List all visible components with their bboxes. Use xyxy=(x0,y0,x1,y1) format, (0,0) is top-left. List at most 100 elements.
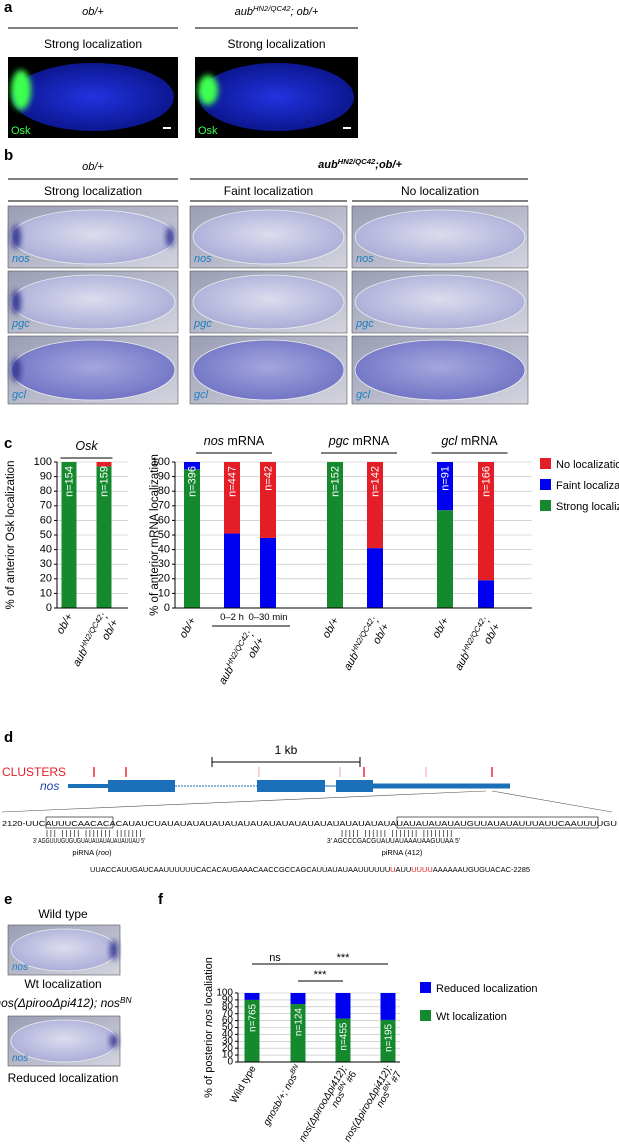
embryo xyxy=(354,339,526,401)
legend-label: Wt localization xyxy=(436,1011,507,1023)
bar-segment xyxy=(290,1004,306,1062)
sequence-segment: AUU xyxy=(396,865,412,874)
embryo xyxy=(10,209,176,265)
bar-segment xyxy=(367,462,383,549)
bar-segment xyxy=(61,462,77,608)
y-axis-label-part: localiation xyxy=(203,957,215,1009)
n-label: n=142 xyxy=(370,466,382,497)
legend-swatch xyxy=(540,479,551,490)
target-sequence: 2120-UUCAUUUCAACACACAUAUCUAUAUAUAUAUAUAU… xyxy=(2,819,617,828)
y-axis-label: % of anterior Osk localization xyxy=(5,461,17,610)
x-tick-label-part: ; xyxy=(99,612,111,621)
phenotype: Wt localization xyxy=(24,977,101,991)
n-label: n=396 xyxy=(187,466,199,497)
x-tick-label: Wild type xyxy=(229,1064,259,1105)
bar-segment xyxy=(437,510,453,608)
n-label: n=152 xyxy=(330,466,342,497)
y-axis-label: % of anterior mRNA localization xyxy=(149,454,161,616)
chart-title: Osk xyxy=(75,439,98,453)
genotype-header-part: ;ob/+ xyxy=(375,159,402,171)
stain-label: pgc xyxy=(193,318,212,330)
y-tick-label: 90 xyxy=(40,471,52,483)
pirna-label-part: ) xyxy=(109,848,112,857)
x-tick-label-part: aub xyxy=(217,665,237,687)
bar-segment xyxy=(96,462,112,467)
genotype-header-part: HN2/QC42 xyxy=(338,157,376,166)
embryo xyxy=(192,339,345,401)
embryo xyxy=(354,274,526,330)
pole-signal xyxy=(11,225,21,249)
x-tick-label-part: gnosb/+; nos xyxy=(261,1072,299,1127)
x-tick-label-part: ob/+ xyxy=(430,615,452,640)
group-title-part: mRNA xyxy=(224,434,265,448)
genotype-header-part: aub xyxy=(235,6,253,18)
sequence-segment: UUACCAUUGAUCAAUUUUUUCACACAUGAAACAACCGCCA… xyxy=(90,865,390,874)
n-label: n=124 xyxy=(294,1008,305,1037)
x-tick-label-part: ob/+ xyxy=(246,635,268,660)
stain-label: nos xyxy=(356,253,374,265)
stain-label: gcl xyxy=(194,389,209,401)
pole-signal xyxy=(110,940,118,960)
pole-signal xyxy=(11,290,21,314)
n-label: n=455 xyxy=(339,1022,350,1051)
x-tick-label: ob/+ xyxy=(54,611,76,636)
x-tick-label-part: aub xyxy=(453,651,473,673)
stain-label: gcl xyxy=(12,389,27,401)
y-tick-label: 100 xyxy=(34,456,52,468)
y-tick-label: 0 xyxy=(227,1057,233,1068)
bar-segment xyxy=(437,462,453,511)
x-tick-label: gnosb/+; nosBN xyxy=(261,1063,306,1128)
y-tick-label: 60 xyxy=(40,514,52,526)
legend-label: Strong localization xyxy=(556,501,619,513)
y-axis-label: % of posterior nos localiation xyxy=(203,957,215,1098)
embryo xyxy=(199,63,354,131)
x-tick-label: ob/+ xyxy=(320,615,342,640)
n-label: n=42 xyxy=(263,466,275,491)
bar-segment xyxy=(335,993,351,1019)
group-title: gcl mRNA xyxy=(441,434,498,448)
bar-segment xyxy=(380,993,396,1020)
phenotype: Faint localization xyxy=(224,184,313,198)
group-title-part: pgc xyxy=(328,434,350,448)
bar-segment xyxy=(184,462,200,470)
embryo xyxy=(354,209,526,265)
y-tick-label: 50 xyxy=(158,529,170,541)
sequence-segment: AAAAAAUGUGUACAC-2285 xyxy=(433,865,530,874)
legend-swatch xyxy=(540,458,551,469)
y-tick-label: 30 xyxy=(222,1036,234,1047)
x-tick-label: aubHN2/QC42;ob/+ xyxy=(340,614,392,679)
sequence-segment: UUUU xyxy=(411,865,433,874)
genotype-header: aubHN2/QC42;ob/+ xyxy=(318,157,402,171)
y-tick-label: 60 xyxy=(222,1015,234,1026)
y-tick-label: 80 xyxy=(222,1001,234,1012)
n-label: n=765 xyxy=(248,1003,259,1032)
x-tick-label-part: ; xyxy=(245,630,257,639)
embryo xyxy=(192,209,345,265)
genotype-label: nos(ΔpirooΔpi412); nosBN xyxy=(0,995,133,1010)
genotype-header: ob/+ xyxy=(82,6,104,18)
x-tick-label-part: HN2/QC42 xyxy=(224,631,251,669)
scale-bar xyxy=(343,127,351,129)
scale-label: 1 kb xyxy=(275,743,298,757)
y-tick-label: 10 xyxy=(158,587,170,599)
bar-segment xyxy=(224,533,240,608)
legend-swatch xyxy=(420,982,431,993)
bar-segment xyxy=(290,993,306,1005)
bar-segment xyxy=(367,548,383,608)
bar-segment xyxy=(478,580,494,608)
panel-label: d xyxy=(4,729,13,746)
x-tick-label-part: aub xyxy=(342,651,362,673)
x-tick-label-part: Wild type xyxy=(229,1064,259,1105)
x-tick-label-part: ob/+ xyxy=(320,615,342,640)
significance-label: *** xyxy=(337,952,351,964)
y-tick-label: 10 xyxy=(40,587,52,599)
genotype-header-part: aub xyxy=(318,159,338,171)
genotype-header: aubHN2/QC42; ob/+ xyxy=(235,4,319,18)
y-tick-label: 20 xyxy=(158,573,170,585)
x-tick-label-part: ob/+ xyxy=(482,621,504,646)
x-tick-label-part: HN2/QC42 xyxy=(460,617,487,655)
stain-label: nos xyxy=(12,1053,28,1064)
legend-label: Reduced localization xyxy=(436,983,538,995)
legend-label: No localization xyxy=(556,459,619,471)
embryo xyxy=(10,339,176,401)
